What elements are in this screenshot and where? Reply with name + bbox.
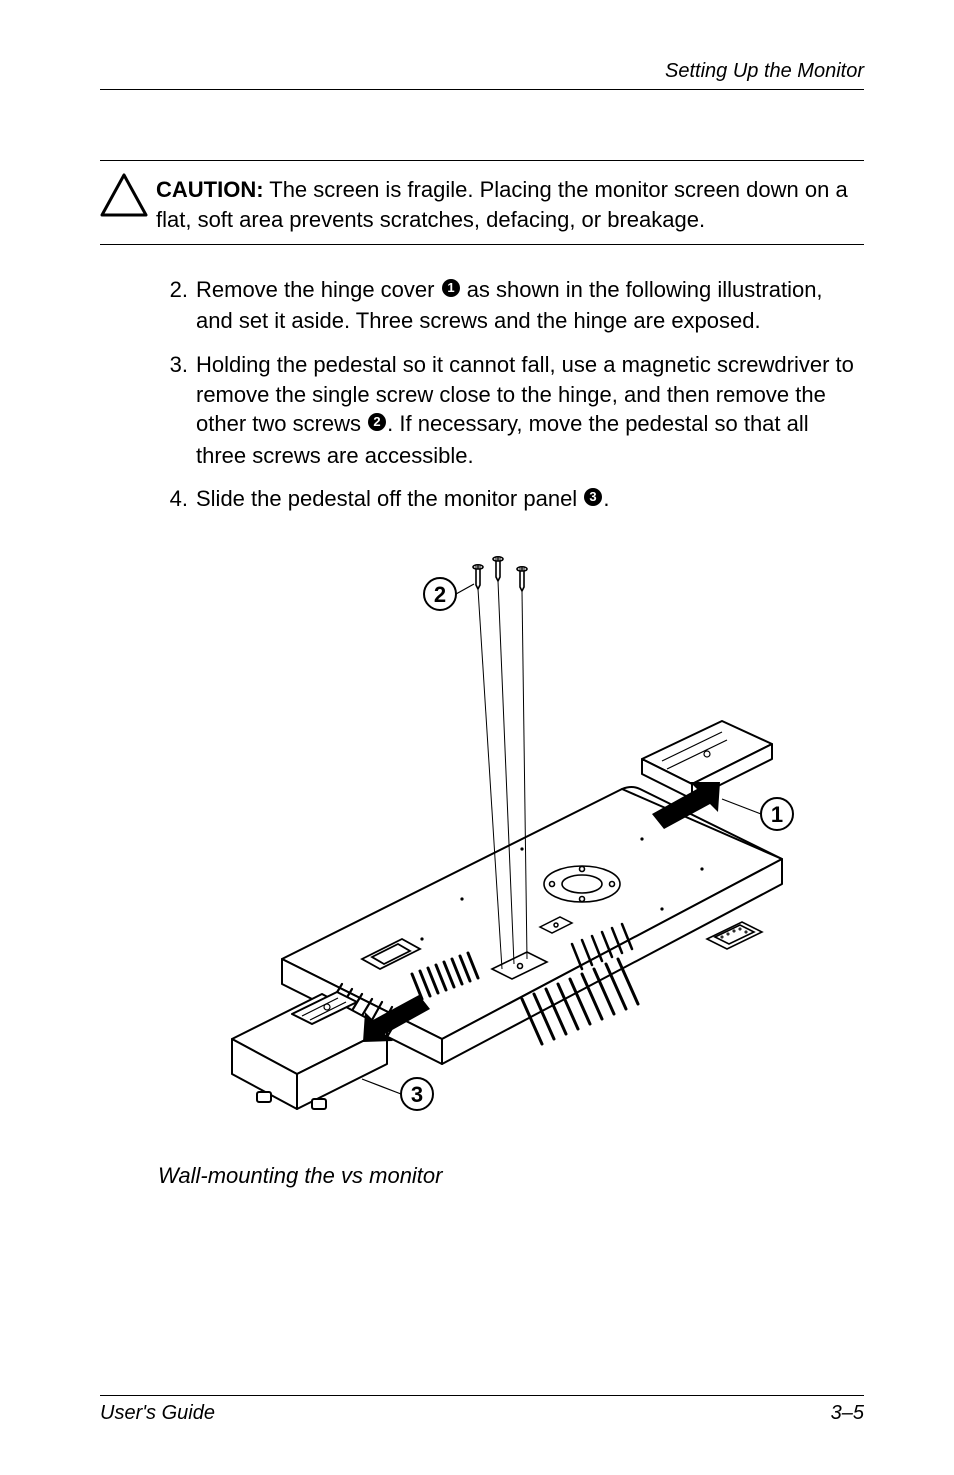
caution-block: CAUTION: The screen is fragile. Placing … (100, 160, 864, 245)
figure-caption: Wall-mounting the vs monitor (158, 1163, 864, 1189)
inline-ref-1: 1 (441, 276, 461, 306)
step-body: Holding the pedestal so it cannot fall, … (196, 350, 864, 470)
page-header: Setting Up the Monitor (100, 60, 864, 90)
step-3: 3. Holding the pedestal so it cannot fal… (158, 350, 864, 470)
svg-text:1: 1 (447, 280, 454, 295)
section-title: Setting Up the Monitor (665, 60, 864, 82)
step-body: Remove the hinge cover 1 as shown in the… (196, 275, 864, 336)
step-num: 4. (158, 484, 188, 515)
step-text-pre: Slide the pedestal off the monitor panel (196, 486, 583, 511)
svg-text:3: 3 (411, 1082, 423, 1107)
page-footer: User's Guide 3–5 (100, 1395, 864, 1425)
monitor-wall-mount-diagram: 2 1 3 (162, 539, 802, 1139)
caution-label: CAUTION: (156, 177, 264, 202)
step-num: 2. (158, 275, 188, 336)
step-2: 2. Remove the hinge cover 1 as shown in … (158, 275, 864, 336)
footer-right: 3–5 (831, 1402, 864, 1425)
step-4: 4. Slide the pedestal off the monitor pa… (158, 484, 864, 515)
caution-triangle-icon (100, 171, 148, 219)
step-list: 2. Remove the hinge cover 1 as shown in … (158, 275, 864, 529)
svg-text:3: 3 (590, 489, 597, 504)
figure-wall-mount: 2 1 3 (100, 539, 864, 1139)
caution-text: CAUTION: The screen is fragile. Placing … (156, 171, 864, 234)
step-num: 3. (158, 350, 188, 470)
svg-text:2: 2 (374, 414, 381, 429)
inline-ref-2: 2 (367, 410, 387, 440)
inline-ref-3: 3 (583, 485, 603, 515)
step-text-post: . (603, 486, 609, 511)
svg-text:1: 1 (771, 802, 783, 827)
step-body: Slide the pedestal off the monitor panel… (196, 484, 864, 515)
step-text-pre: Remove the hinge cover (196, 277, 441, 302)
svg-text:2: 2 (434, 582, 446, 607)
footer-left: User's Guide (100, 1402, 215, 1425)
